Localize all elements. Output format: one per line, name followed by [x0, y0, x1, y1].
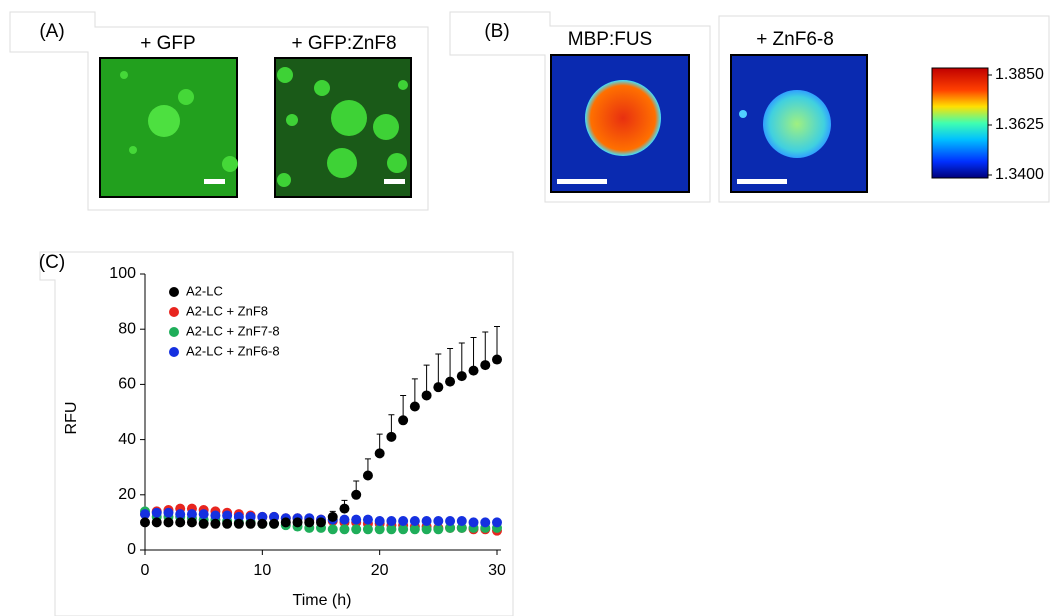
data-point [457, 371, 467, 381]
data-point [433, 516, 443, 526]
data-point [445, 377, 455, 387]
legend-marker [169, 327, 179, 337]
data-point [269, 519, 279, 529]
legend-label: A2-LC + ZnF7-8 [186, 323, 280, 338]
panel-label: (A) [39, 21, 64, 42]
data-point [293, 517, 303, 527]
data-point [152, 517, 162, 527]
legend-marker [169, 307, 179, 317]
panel-c: (C) RFU Time (h) [39, 252, 513, 616]
data-point [351, 524, 361, 534]
data-point [351, 515, 361, 525]
data-point [187, 517, 197, 527]
colorbar-label: 1.3850 [995, 66, 1044, 83]
data-point [375, 448, 385, 458]
data-point [199, 509, 209, 519]
micrograph [275, 58, 411, 197]
x-tick-label: 0 [141, 562, 150, 579]
legend-label: A2-LC + ZnF6-8 [186, 343, 280, 358]
data-point [222, 519, 232, 529]
data-point [163, 517, 173, 527]
data-point [257, 519, 267, 529]
colorbar [932, 68, 988, 178]
image-title: + ZnF6-8 [756, 29, 834, 50]
ri-map [731, 55, 867, 192]
legend-marker [169, 347, 179, 357]
x-tick-label: 20 [371, 562, 389, 579]
data-point [398, 516, 408, 526]
data-point [328, 512, 338, 522]
data-point [363, 515, 373, 525]
legend-marker [169, 287, 179, 297]
y-tick-label: 100 [109, 265, 136, 282]
y-tick-label: 20 [118, 486, 136, 503]
colorbar-label: 1.3400 [995, 166, 1044, 183]
data-point [199, 519, 209, 529]
data-point [422, 516, 432, 526]
y-tick-label: 80 [118, 320, 136, 337]
data-point [339, 515, 349, 525]
data-point [410, 401, 420, 411]
data-point [445, 516, 455, 526]
x-tick-label: 10 [253, 562, 271, 579]
data-point [246, 519, 256, 529]
y-tick-label: 60 [118, 376, 136, 393]
micrograph [100, 58, 238, 197]
image-title: + GFP:ZnF8 [291, 33, 396, 54]
data-point [457, 516, 467, 526]
x-tick-label: 30 [488, 562, 506, 579]
data-point [175, 517, 185, 527]
legend-label: A2-LC [186, 283, 223, 298]
data-point [480, 360, 490, 370]
data-point [304, 517, 314, 527]
panel-label: (C) [39, 252, 65, 273]
data-point [363, 524, 373, 534]
data-point [398, 415, 408, 425]
colorbar-label: 1.3625 [995, 116, 1044, 133]
data-point [375, 516, 385, 526]
data-point [140, 517, 150, 527]
plot: 0 20 40 60 80 100 0 10 20 30 A2-LC A2-LC + ZnF8 A2-L… [109, 265, 506, 579]
data-point [339, 504, 349, 514]
y-tick-label: 40 [118, 431, 136, 448]
image-title: + GFP [140, 33, 195, 54]
data-point [410, 516, 420, 526]
figure: (A) + GFP + GFP:ZnF8 (B) MBP:FUS + ZnF6-… [0, 0, 1051, 616]
data-point [492, 355, 502, 365]
data-point [351, 490, 361, 500]
data-point [339, 524, 349, 534]
data-point [469, 517, 479, 527]
data-point [281, 517, 291, 527]
panel-frame [40, 252, 513, 616]
image-title: MBP:FUS [568, 29, 652, 50]
data-point [210, 519, 220, 529]
x-axis-label: Time (h) [293, 592, 352, 609]
y-axis-label: RFU [63, 402, 80, 435]
y-tick-label: 0 [127, 541, 136, 558]
data-point [316, 517, 326, 527]
data-point [422, 390, 432, 400]
panel-a: (A) + GFP + GFP:ZnF8 [10, 12, 428, 210]
data-point [480, 517, 490, 527]
data-point [433, 382, 443, 392]
legend-label: A2-LC + ZnF8 [186, 303, 268, 318]
data-point [386, 516, 396, 526]
ri-map [551, 55, 689, 192]
data-point [328, 524, 338, 534]
panel-label: (B) [484, 21, 509, 42]
data-point [163, 508, 173, 518]
data-point [492, 517, 502, 527]
data-point [363, 470, 373, 480]
data-point [234, 519, 244, 529]
data-point [152, 508, 162, 518]
panel-b: (B) MBP:FUS + ZnF6-8 1.3850 1.3625 1.3400 [450, 12, 1049, 202]
data-point [469, 366, 479, 376]
data-point [386, 432, 396, 442]
